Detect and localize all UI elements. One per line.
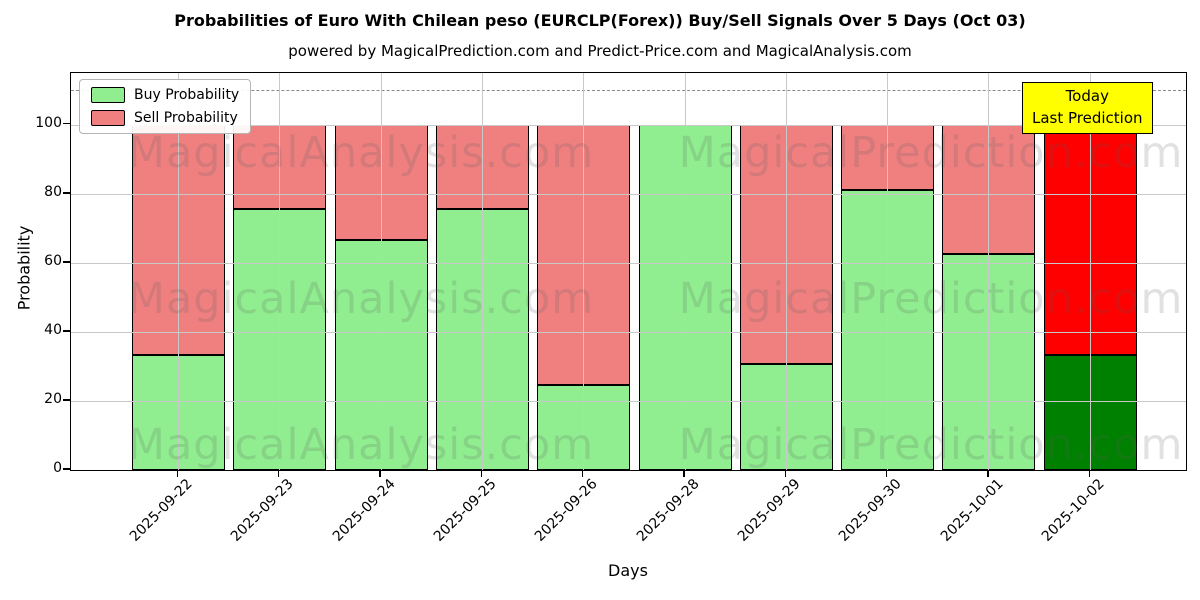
y-tick-label: 0: [53, 460, 62, 476]
x-tick-label: 2025-09-22: [126, 476, 196, 545]
v-gridline: [887, 73, 889, 470]
y-tick-label: 60: [44, 252, 62, 269]
today-annotation-line2: Last Prediction: [1032, 108, 1143, 127]
x-tick-mark: [885, 470, 888, 477]
watermark-text: MagicalAnalysis.com: [127, 420, 595, 470]
watermark-text: MagicalPrediction.com: [678, 420, 1184, 470]
buy-swatch-icon: [91, 87, 125, 103]
plot-area: Buy Probability Sell Probability Today L…: [70, 72, 1187, 471]
h-gridline: [71, 262, 1186, 264]
x-tick-label: 2025-10-01: [937, 476, 1007, 545]
y-tick-label: 100: [35, 114, 62, 131]
sell-swatch-icon: [91, 110, 125, 126]
h-gridline: [71, 124, 1186, 126]
x-tick-mark: [176, 470, 179, 477]
legend: Buy Probability Sell Probability: [79, 79, 252, 134]
x-tick-label: 2025-09-24: [329, 476, 399, 545]
v-gridline: [785, 73, 787, 470]
watermark-text: MagicalPrediction.com: [678, 128, 1184, 178]
h-gridline: [71, 400, 1186, 402]
v-gridline: [481, 73, 483, 470]
y-tick-label: 80: [44, 183, 62, 200]
legend-item-sell: Sell Probability: [91, 110, 239, 126]
y-tick-label: 20: [44, 390, 62, 407]
x-tick-mark: [1088, 470, 1090, 477]
legend-item-buy: Buy Probability: [91, 87, 239, 103]
v-gridline: [178, 73, 179, 470]
x-tick-label: 2025-09-23: [228, 476, 298, 545]
v-gridline: [583, 73, 585, 470]
x-tick-mark: [278, 470, 280, 477]
y-tick-label: 40: [44, 321, 62, 338]
v-gridline: [380, 73, 382, 470]
v-gridline: [684, 73, 686, 470]
x-tick-label: 2025-09-29: [734, 476, 804, 545]
x-tick-mark: [987, 470, 989, 477]
y-tick-mark: [63, 399, 70, 401]
x-tick-label: 2025-09-26: [532, 476, 602, 545]
threshold-dashed-line: [71, 90, 1186, 92]
x-tick-label: 2025-09-30: [836, 476, 905, 545]
v-gridline: [1089, 73, 1091, 470]
y-tick-mark: [63, 330, 70, 332]
y-tick-mark: [63, 261, 70, 263]
y-tick-mark: [63, 468, 70, 470]
x-tick-mark: [379, 470, 381, 477]
x-tick-mark: [582, 470, 584, 477]
x-tick-mark: [683, 470, 685, 477]
legend-label-sell: Sell Probability: [134, 110, 238, 126]
watermark-text: MagicalPrediction.com: [678, 274, 1184, 324]
today-annotation-line1: Today: [1065, 87, 1109, 105]
x-tick-mark: [480, 470, 483, 477]
y-tick-mark: [63, 123, 70, 125]
x-tick-mark: [784, 470, 786, 477]
watermark-text: MagicalAnalysis.com: [127, 128, 595, 178]
y-axis-label: Probability: [14, 225, 34, 311]
x-axis-label: Days: [608, 561, 648, 580]
y-tick-mark: [63, 192, 70, 194]
legend-label-buy: Buy Probability: [134, 87, 240, 103]
v-gridline: [279, 73, 281, 470]
chart-title: Probabilities of Euro With Chilean peso …: [174, 11, 1026, 30]
x-tick-label: 2025-10-02: [1038, 476, 1108, 545]
h-gridline: [71, 331, 1186, 333]
chart-subtitle: powered by MagicalPrediction.com and Pre…: [288, 42, 912, 60]
h-gridline: [71, 193, 1186, 195]
x-tick-label: 2025-09-25: [430, 476, 500, 545]
watermark-text: MagicalAnalysis.com: [127, 274, 595, 324]
v-gridline: [988, 73, 990, 470]
today-annotation: Today Last Prediction: [1022, 82, 1153, 134]
x-tick-label: 2025-09-28: [633, 476, 703, 545]
